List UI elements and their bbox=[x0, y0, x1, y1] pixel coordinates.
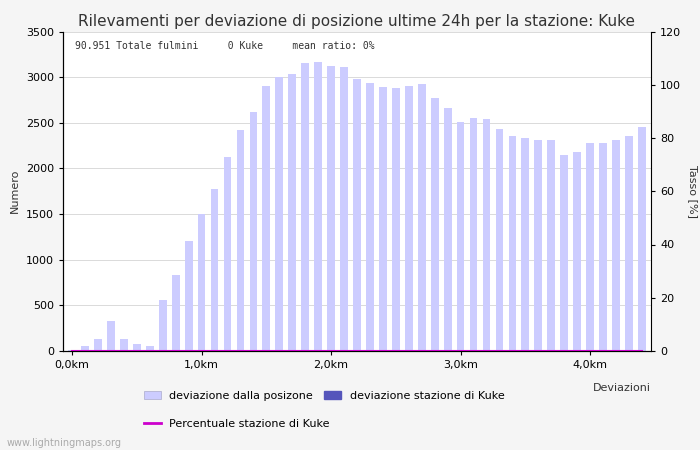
Bar bbox=[94, 339, 102, 351]
Bar bbox=[522, 138, 529, 351]
Y-axis label: Numero: Numero bbox=[10, 169, 20, 213]
Bar bbox=[211, 189, 218, 351]
Title: Rilevamenti per deviazione di posizione ultime 24h per la stazione: Kuke: Rilevamenti per deviazione di posizione … bbox=[78, 14, 636, 29]
Bar bbox=[612, 140, 620, 351]
Bar bbox=[81, 346, 89, 351]
Bar bbox=[288, 74, 296, 351]
Y-axis label: Tasso [%]: Tasso [%] bbox=[688, 165, 698, 218]
Bar bbox=[314, 62, 322, 351]
Bar bbox=[301, 63, 309, 351]
Bar bbox=[327, 66, 335, 351]
Bar bbox=[599, 143, 607, 351]
Bar bbox=[573, 152, 581, 351]
Bar bbox=[470, 118, 477, 351]
Bar bbox=[185, 242, 193, 351]
Bar bbox=[456, 122, 465, 351]
Bar bbox=[68, 350, 76, 351]
Legend: Percentuale stazione di Kuke: Percentuale stazione di Kuke bbox=[139, 415, 335, 434]
Bar bbox=[120, 339, 128, 351]
Bar bbox=[237, 130, 244, 351]
Text: www.lightningmaps.org: www.lightningmaps.org bbox=[7, 438, 122, 448]
Bar bbox=[534, 140, 542, 351]
Bar bbox=[430, 98, 439, 351]
Bar bbox=[197, 214, 206, 351]
Bar bbox=[638, 127, 646, 351]
Text: Deviazioni: Deviazioni bbox=[593, 383, 651, 393]
Bar bbox=[146, 346, 154, 351]
Text: 90.951 Totale fulmini     0 Kuke     mean ratio: 0%: 90.951 Totale fulmini 0 Kuke mean ratio:… bbox=[75, 41, 374, 51]
Bar bbox=[508, 136, 517, 351]
Bar bbox=[418, 84, 426, 351]
Bar bbox=[547, 140, 555, 351]
Bar bbox=[249, 112, 258, 351]
Bar bbox=[223, 157, 232, 351]
Bar bbox=[379, 87, 387, 351]
Bar bbox=[625, 135, 633, 351]
Bar bbox=[262, 86, 270, 351]
Bar bbox=[340, 67, 348, 351]
Bar bbox=[392, 88, 400, 351]
Bar bbox=[586, 143, 594, 351]
Bar bbox=[496, 129, 503, 351]
Bar bbox=[405, 86, 413, 351]
Bar bbox=[366, 83, 374, 351]
Bar bbox=[159, 300, 167, 351]
Bar bbox=[482, 119, 491, 351]
Bar bbox=[353, 79, 361, 351]
Bar bbox=[172, 275, 180, 351]
Bar bbox=[133, 344, 141, 351]
Bar bbox=[275, 77, 284, 351]
Bar bbox=[560, 155, 568, 351]
Bar bbox=[444, 108, 452, 351]
Bar bbox=[107, 321, 115, 351]
